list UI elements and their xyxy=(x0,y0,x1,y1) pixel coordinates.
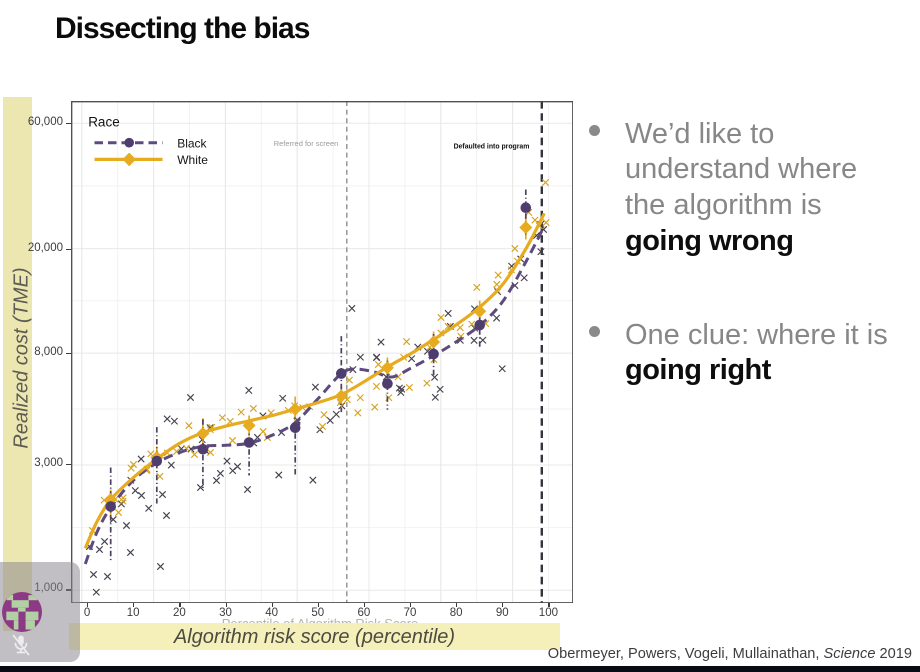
svg-text:Defaulted into program: Defaulted into program xyxy=(453,143,529,150)
svg-text:White: White xyxy=(177,153,208,167)
svg-text:Race: Race xyxy=(88,114,120,129)
svg-text:Referred for screen: Referred for screen xyxy=(273,139,338,148)
svg-text:Black: Black xyxy=(177,136,207,150)
